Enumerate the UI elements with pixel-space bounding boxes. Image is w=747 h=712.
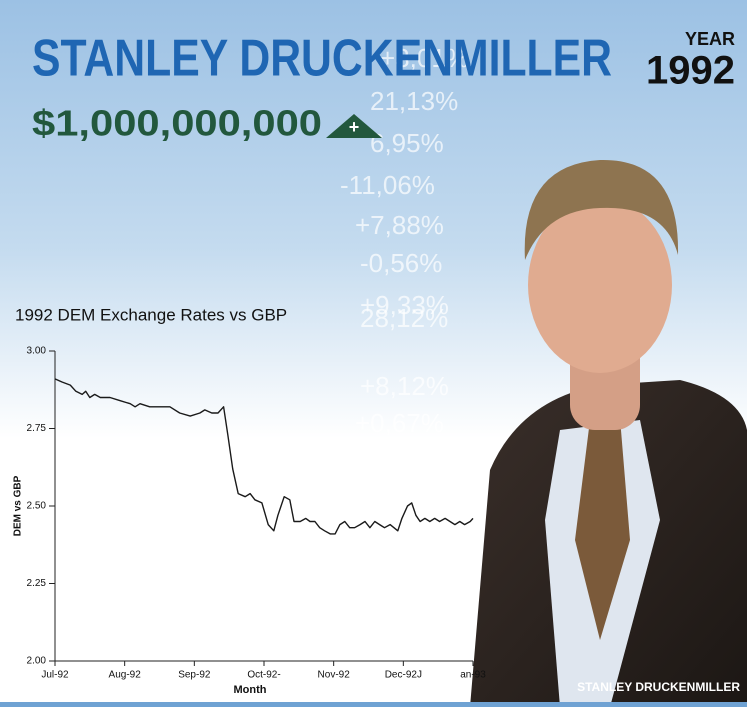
y-axis-label: DEM vs GBP: [13, 475, 24, 536]
badge: +: [349, 117, 360, 137]
x-axis-label: Month: [234, 684, 267, 696]
ticker-text: -11,06%: [340, 170, 435, 200]
x-tick-label: Jul-92: [41, 670, 69, 681]
x-tick-label: Sep-92: [178, 670, 211, 681]
chart: 1992 DEM Exchange Rates vs GBP Month DEM…: [13, 305, 487, 695]
x-tick-label: Oct-92-: [247, 670, 280, 681]
bottom-band: [0, 702, 747, 707]
ticker-text: +3,01%: [380, 43, 469, 73]
ticker-text: +9,33%: [360, 290, 449, 320]
year-label: YEAR: [685, 29, 735, 49]
ticker-text: 28,12%: [360, 303, 448, 333]
y-tick-label: 2.00: [27, 656, 47, 667]
ticker-text: +8,12%: [360, 371, 449, 401]
y-tick-label: 2.75: [27, 423, 47, 434]
portrait: [470, 159, 747, 707]
data-line: [54, 378, 474, 535]
ticker-text: 21,13%: [370, 86, 458, 116]
ticker-text: -0,56%: [360, 248, 442, 278]
ticker-text: 6,95%: [370, 128, 444, 158]
x-tick-label: Dec-92J: [385, 670, 422, 681]
ticker-text: +0,67%: [355, 408, 444, 438]
background-ticker: 21,13% 6,95% -11,06% +7,88% -0,56% +9,33%28,1…: [340, 43, 469, 438]
chart-title: 1992 DEM Exchange Rates vs GBP: [15, 305, 287, 324]
x-tick-label: an-93: [460, 670, 486, 681]
x-tick-label: Nov-92: [318, 670, 351, 681]
badge-shape: [326, 114, 382, 138]
y-tick-label: 2.50: [27, 501, 47, 512]
ticker-text: +7,88%: [355, 210, 444, 240]
x-tick-label: Aug-92: [109, 670, 142, 681]
amount: $1,000,000,000: [32, 103, 322, 144]
year: 1992: [646, 49, 735, 93]
person-name: STANLEY DRUCKENMILLER: [32, 30, 612, 88]
y-tick-label: 3.00: [27, 346, 47, 357]
photo-caption: STANLEY DRUCKENMILLER: [577, 680, 740, 694]
y-tick-label: 2.25: [27, 578, 47, 589]
